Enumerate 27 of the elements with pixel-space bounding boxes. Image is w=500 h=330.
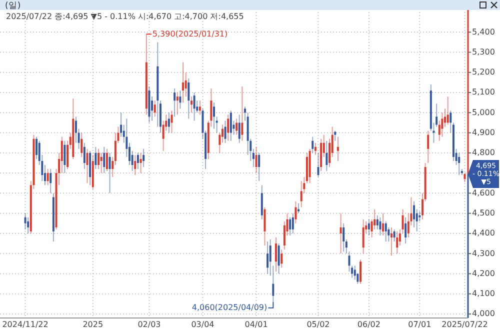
x-tick-label: 02/03 [138,320,161,329]
x-tick-label: 2024/11/22 [2,320,48,329]
x-tick-label: 2025/07/22 [442,320,488,329]
y-tick-label: 4,000 [472,309,495,318]
x-tick-label: 07/01 [408,320,432,329]
x-tick-label: 2025 [82,320,104,329]
annotation: 4,060(2025/04/09) [192,303,268,312]
y-tick-label: 5,400 [472,27,495,36]
y-tick-label: 5,200 [472,68,495,77]
x-tick-label: 04/01 [244,320,268,329]
y-tick-label: 5,100 [472,88,495,97]
y-tick-label: 4,100 [472,289,495,298]
y-tick-label: 4,200 [472,268,495,278]
chart-title: (일) [5,1,21,11]
x-tick-label: 03/04 [191,320,214,329]
y-tick-label: 4,900 [472,128,495,137]
x-tick-label: 06/02 [357,320,380,329]
y-tick-label: 4,500 [472,208,495,218]
y-tick-label: 4,400 [472,228,495,238]
y-tick-label: 4,800 [472,148,495,158]
chart-subtitle: 2025/07/22 종:4,695 ▼5 - 0.11% 시:4,670 고:4,700 저:4,655 [6,12,244,21]
y-tick-label: 4,600 [472,188,495,198]
x-tick-label: 05/02 [306,320,330,329]
y-tick-label: 5,000 [472,108,495,117]
y-tick-label: 4,300 [472,248,495,258]
y-tick-label: 5,300 [472,47,495,56]
annotation: 5,390(2025/01/31) [152,29,228,38]
